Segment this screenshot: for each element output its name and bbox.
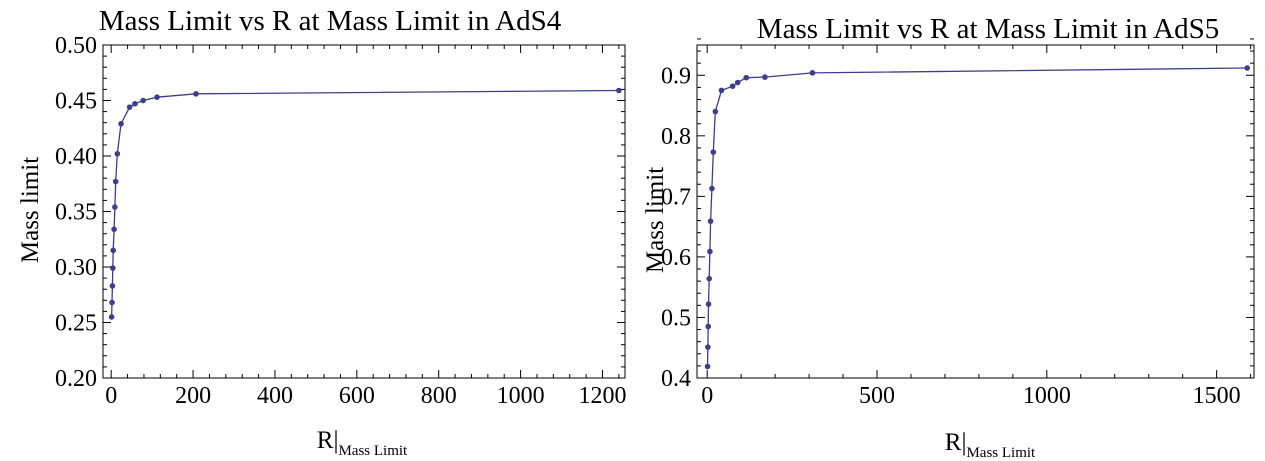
data-point (140, 97, 146, 104)
data-point (809, 70, 816, 76)
y-tick-label: 0.9 (661, 63, 691, 89)
data-point (718, 87, 725, 94)
x-tick-label: 500 (859, 383, 895, 409)
x-axis-label-bar: | (961, 429, 966, 456)
y-tick-label: 0.4 (661, 366, 691, 392)
data-point (112, 178, 119, 185)
x-tick-label: 800 (421, 383, 457, 409)
data-point (706, 275, 713, 282)
data-point (729, 83, 736, 89)
x-tick-label: 400 (257, 383, 293, 409)
series-line (706, 67, 1248, 367)
data-point (762, 74, 768, 80)
y-tick-label: 0.8 (661, 124, 691, 150)
x-tick-label: 0 (105, 383, 117, 409)
x-axis-label: R|Mass Limit (945, 429, 1036, 461)
data-point (712, 108, 719, 115)
data-point (108, 314, 115, 320)
data-point (110, 265, 116, 271)
y-tick-label: 0.30 (55, 255, 97, 281)
chart-title: Mass Limit vs R at Mass Limit in AdS5 (757, 13, 1219, 45)
data-point (118, 121, 124, 127)
y-tick-label: 0.45 (55, 89, 97, 115)
data-point (111, 226, 117, 233)
data-point (112, 204, 118, 210)
x-axis-label-main: R (317, 427, 334, 454)
y-tick-label: 0.40 (55, 144, 97, 170)
data-point (1244, 65, 1251, 71)
y-tick-label: 0.35 (55, 200, 97, 226)
data-point (109, 299, 115, 306)
y-tick-label: 0.20 (55, 366, 97, 392)
y-axis-label: Mass limit (642, 167, 669, 273)
data-point (743, 74, 750, 81)
y-axis-label: Mass limit (17, 157, 44, 263)
data-point (705, 344, 711, 350)
x-tick-label: 1000 (497, 383, 545, 409)
data-point (126, 104, 133, 110)
data-point (114, 150, 121, 157)
data-point (707, 218, 714, 224)
data-point (193, 91, 199, 97)
data-point (734, 79, 741, 86)
y-tick-label: 0.25 (55, 311, 97, 337)
x-tick-label: 200 (175, 383, 211, 409)
y-tick-label: 0.50 (55, 33, 97, 59)
chart-title: Mass Limit vs R at Mass Limit in AdS4 (99, 5, 562, 37)
data-point (710, 149, 717, 155)
data-point (132, 101, 138, 107)
data-point (154, 94, 160, 100)
chart-ads4: Mass Limit vs R at Mass Limit in AdS4 Ma… (17, 5, 626, 459)
x-axis-label-subscript: Mass Limit (338, 443, 408, 459)
x-tick-label: 1200 (578, 383, 626, 409)
x-axis-label: R|Mass Limit (317, 427, 408, 459)
x-tick-label: 1000 (1023, 383, 1071, 409)
series-line (110, 89, 619, 317)
x-tick-label: 0 (701, 383, 713, 409)
data-point (109, 283, 116, 289)
plot-frame (696, 44, 1255, 379)
data-point (110, 247, 117, 254)
data-point (705, 323, 712, 330)
x-tick-label: 1500 (1193, 383, 1241, 409)
y-tick-label: 0.6 (661, 245, 691, 271)
data-point (704, 363, 711, 370)
data-point (707, 248, 713, 255)
data-point (616, 87, 622, 94)
x-axis-label-subscript: Mass Limit (966, 445, 1036, 461)
y-tick-label: 0.7 (661, 184, 691, 210)
chart-ads5: Mass Limit vs R at Mass Limit in AdS5 Ma… (642, 13, 1255, 461)
y-tick-label: 0.5 (661, 305, 691, 331)
x-tick-label: 600 (339, 383, 375, 409)
x-axis-label-bar: | (333, 427, 338, 454)
data-point (705, 301, 712, 307)
data-point (709, 185, 715, 192)
x-axis-label-main: R (945, 429, 962, 456)
